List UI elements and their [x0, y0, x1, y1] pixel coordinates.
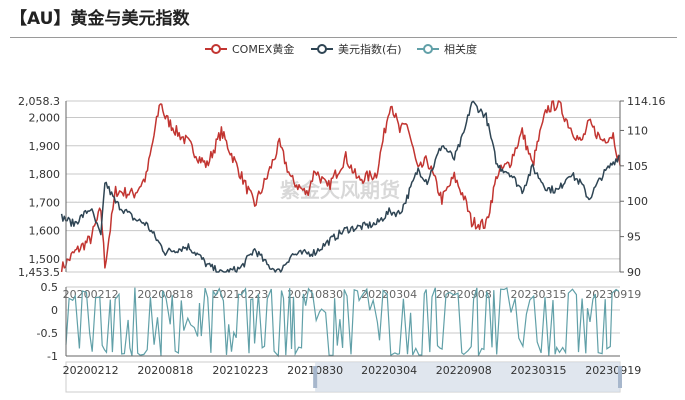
slider-label-5: 20220908	[436, 364, 492, 377]
main-x-tick-label-5: 20220908	[436, 288, 492, 301]
main-series	[60, 100, 621, 273]
left-y-axis: 2,058.3 2,000 1,900 1,800 1,700 1,600 1,5001,4…	[18, 95, 67, 279]
left-tick-label-7: 1,453.5	[18, 266, 60, 279]
slider-label-4: 20220304	[361, 364, 417, 377]
corr-tick-label-0: 0.5	[41, 281, 59, 294]
left-tick-label-6: 1,500	[29, 253, 61, 266]
correlation-y-axis: 0.5 0 -0.5 -1	[37, 281, 67, 363]
main-x-tick-label-3: 20210830	[287, 288, 343, 301]
left-tick-label-0: 2,058.3	[18, 95, 60, 108]
main-grid	[66, 100, 620, 273]
series-line-gold	[60, 100, 621, 273]
series-line-usd	[60, 100, 621, 273]
series-line-correlation	[65, 287, 620, 358]
right-tick-label-2: 105	[627, 160, 648, 173]
legend-marker-2	[423, 44, 433, 54]
slider-label-6: 20230315	[511, 364, 567, 377]
legend: COMEX黄金 美元指数(右) 相关度	[205, 42, 477, 56]
right-tick-label-0: 114.16	[627, 95, 666, 108]
slider-label-0: 20200212	[63, 364, 119, 377]
slider-handle-left	[313, 366, 318, 388]
slider-label-7: 20230919	[585, 364, 641, 377]
left-tick-label-4: 1,700	[29, 196, 61, 209]
main-x-tick-label-4: 20220304	[361, 288, 417, 301]
right-tick-label-4: 95	[627, 231, 641, 244]
slider-label-1: 20200818	[137, 364, 193, 377]
legend-label-0: COMEX黄金	[232, 42, 294, 56]
right-tick-label-3: 100	[627, 195, 648, 208]
corr-tick-label-1: 0	[51, 304, 58, 317]
main-x-tick-label-0: 20200212	[63, 288, 119, 301]
right-tick-label-5: 90	[627, 266, 641, 279]
main-x-tick-label-7: 20230919	[585, 288, 641, 301]
legend-label-2: 相关度	[444, 42, 477, 56]
legend-marker-1	[317, 44, 327, 54]
main-x-tick-label-1: 20200818	[137, 288, 193, 301]
slider-selected-range	[315, 362, 620, 392]
left-tick-label-2: 1,900	[29, 140, 61, 153]
right-tick-label-1: 110	[627, 124, 648, 137]
chart-title: 【AU】黄金与美元指数	[10, 9, 190, 29]
slider-label-2: 20210223	[212, 364, 268, 377]
slider-handle-right	[618, 366, 622, 388]
left-tick-label-3: 1,800	[29, 168, 61, 181]
left-tick-label-1: 2,000	[29, 111, 61, 124]
right-y-axis: 114.16 110 105 100 95 90	[619, 95, 666, 279]
corr-tick-label-2: -0.5	[37, 327, 58, 340]
date-range-slider[interactable]: 2020021220200818202102232021083020220304…	[63, 361, 642, 393]
corr-tick-label-3: -1	[47, 350, 58, 363]
legend-marker-0	[211, 44, 221, 54]
main-x-axis: 20200212 20200818 20210223 20210830 20220304…	[63, 288, 642, 301]
watermark-text: 紫金天风期货	[280, 178, 400, 202]
correlation-series	[65, 287, 620, 358]
main-x-tick-label-6: 20230315	[511, 288, 567, 301]
title-divider	[10, 37, 677, 38]
legend-label-1: 美元指数(右)	[338, 42, 402, 56]
left-tick-label-5: 1,600	[29, 225, 61, 238]
